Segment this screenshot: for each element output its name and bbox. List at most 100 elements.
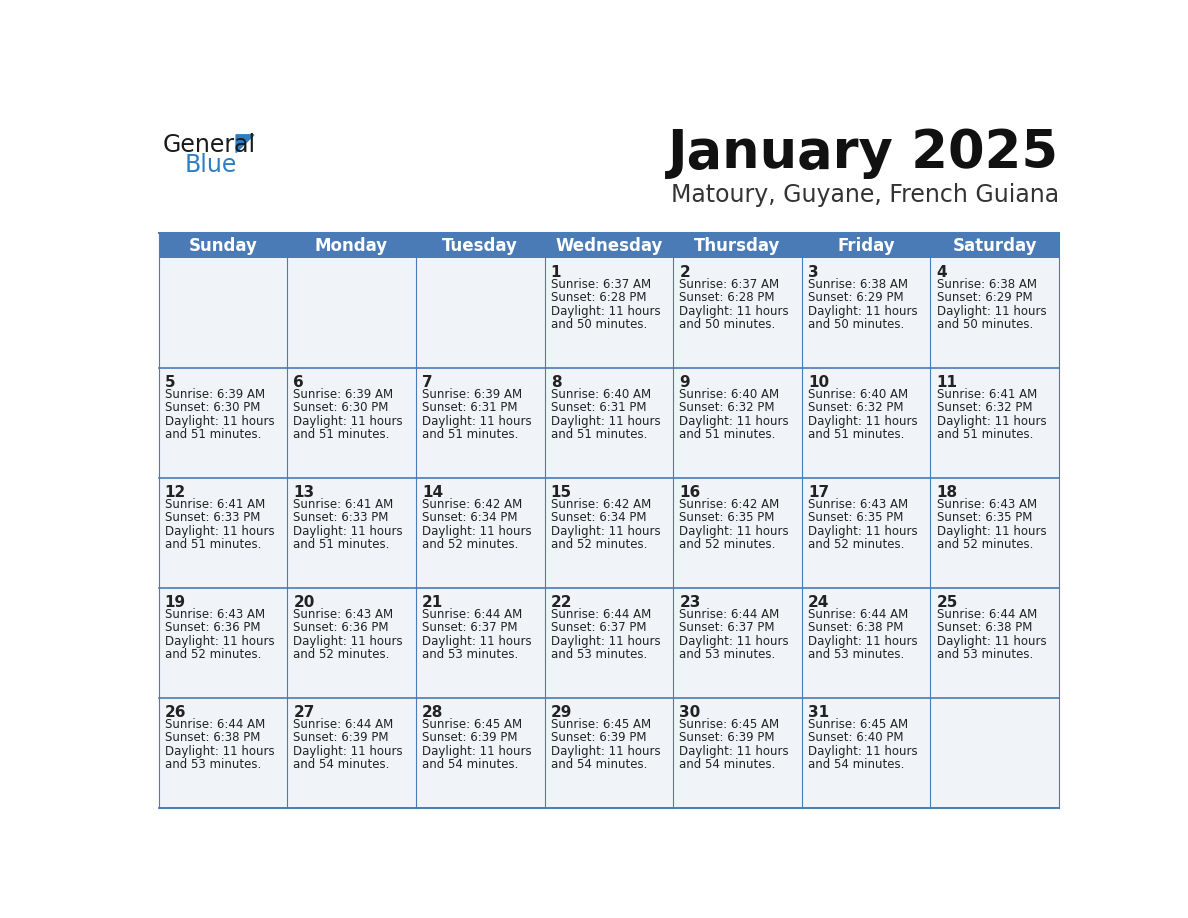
Text: 11: 11 [936,375,958,390]
Text: Daylight: 11 hours: Daylight: 11 hours [551,635,661,648]
Text: Sunset: 6:29 PM: Sunset: 6:29 PM [936,292,1032,305]
Text: 16: 16 [680,485,701,499]
Text: Sunrise: 6:38 AM: Sunrise: 6:38 AM [808,278,908,291]
Text: and 51 minutes.: and 51 minutes. [936,429,1034,442]
Text: Daylight: 11 hours: Daylight: 11 hours [808,744,917,757]
Text: 13: 13 [293,485,315,499]
Text: Daylight: 11 hours: Daylight: 11 hours [293,525,403,538]
Text: Saturday: Saturday [953,237,1037,254]
Text: Daylight: 11 hours: Daylight: 11 hours [551,415,661,428]
Text: 22: 22 [551,595,573,610]
Text: 12: 12 [165,485,187,499]
Text: 15: 15 [551,485,571,499]
Text: and 53 minutes.: and 53 minutes. [936,648,1032,661]
Text: and 52 minutes.: and 52 minutes. [808,538,904,552]
Text: Sunrise: 6:44 AM: Sunrise: 6:44 AM [680,608,779,621]
Text: Sunset: 6:38 PM: Sunset: 6:38 PM [936,621,1032,634]
Text: Sunset: 6:33 PM: Sunset: 6:33 PM [165,511,260,524]
Text: Daylight: 11 hours: Daylight: 11 hours [680,305,789,318]
Text: Sunrise: 6:45 AM: Sunrise: 6:45 AM [551,718,651,731]
Text: Sunset: 6:39 PM: Sunset: 6:39 PM [422,732,518,744]
Text: Sunset: 6:29 PM: Sunset: 6:29 PM [808,292,904,305]
Text: Sunset: 6:39 PM: Sunset: 6:39 PM [551,732,646,744]
Text: and 54 minutes.: and 54 minutes. [422,758,518,771]
Text: Sunset: 6:36 PM: Sunset: 6:36 PM [293,621,388,634]
Text: and 53 minutes.: and 53 minutes. [808,648,904,661]
Text: Daylight: 11 hours: Daylight: 11 hours [165,744,274,757]
Text: and 53 minutes.: and 53 minutes. [165,758,261,771]
Text: and 50 minutes.: and 50 minutes. [936,319,1032,331]
Text: Daylight: 11 hours: Daylight: 11 hours [936,305,1047,318]
Text: Sunrise: 6:44 AM: Sunrise: 6:44 AM [293,718,393,731]
Text: Sunrise: 6:37 AM: Sunrise: 6:37 AM [551,278,651,291]
Text: Sunrise: 6:39 AM: Sunrise: 6:39 AM [422,388,523,401]
Text: Sunrise: 6:44 AM: Sunrise: 6:44 AM [551,608,651,621]
Text: Matoury, Guyane, French Guiana: Matoury, Guyane, French Guiana [671,184,1060,207]
Bar [158,368,1060,478]
Text: 28: 28 [422,705,443,720]
Text: Friday: Friday [838,237,895,254]
Text: Sunset: 6:31 PM: Sunset: 6:31 PM [422,401,518,414]
Text: 7: 7 [422,375,432,390]
Text: Daylight: 11 hours: Daylight: 11 hours [293,635,403,648]
Text: Sunrise: 6:43 AM: Sunrise: 6:43 AM [165,608,265,621]
Text: Daylight: 11 hours: Daylight: 11 hours [293,744,403,757]
Text: Monday: Monday [315,237,388,254]
Text: and 50 minutes.: and 50 minutes. [551,319,647,331]
Text: 17: 17 [808,485,829,499]
Text: and 53 minutes.: and 53 minutes. [551,648,647,661]
Text: and 54 minutes.: and 54 minutes. [551,758,647,771]
Text: 29: 29 [551,705,573,720]
Text: Sunrise: 6:38 AM: Sunrise: 6:38 AM [936,278,1037,291]
Text: Sunrise: 6:40 AM: Sunrise: 6:40 AM [551,388,651,401]
Text: and 52 minutes.: and 52 minutes. [936,538,1034,552]
Text: Blue: Blue [184,153,236,177]
Bar [158,258,1060,368]
Text: Sunset: 6:34 PM: Sunset: 6:34 PM [551,511,646,524]
Text: Sunrise: 6:42 AM: Sunrise: 6:42 AM [422,498,523,511]
Text: Daylight: 11 hours: Daylight: 11 hours [293,415,403,428]
Text: 19: 19 [165,595,185,610]
Text: and 50 minutes.: and 50 minutes. [680,319,776,331]
Text: 3: 3 [808,265,819,280]
Text: Sunrise: 6:45 AM: Sunrise: 6:45 AM [808,718,908,731]
Text: Daylight: 11 hours: Daylight: 11 hours [551,305,661,318]
Text: Daylight: 11 hours: Daylight: 11 hours [551,744,661,757]
Text: Daylight: 11 hours: Daylight: 11 hours [165,635,274,648]
Text: and 52 minutes.: and 52 minutes. [165,648,261,661]
Text: and 52 minutes.: and 52 minutes. [422,538,518,552]
Text: 4: 4 [936,265,947,280]
Text: Sunset: 6:38 PM: Sunset: 6:38 PM [165,732,260,744]
Text: Daylight: 11 hours: Daylight: 11 hours [551,525,661,538]
Bar [158,233,1060,258]
Text: and 51 minutes.: and 51 minutes. [293,429,390,442]
Text: and 54 minutes.: and 54 minutes. [293,758,390,771]
Text: Sunrise: 6:41 AM: Sunrise: 6:41 AM [936,388,1037,401]
Text: Sunset: 6:37 PM: Sunset: 6:37 PM [422,621,518,634]
Text: 24: 24 [808,595,829,610]
Text: Daylight: 11 hours: Daylight: 11 hours [808,635,917,648]
Text: Sunset: 6:30 PM: Sunset: 6:30 PM [293,401,388,414]
Text: 26: 26 [165,705,187,720]
Text: Sunset: 6:38 PM: Sunset: 6:38 PM [808,621,903,634]
Text: Daylight: 11 hours: Daylight: 11 hours [808,305,917,318]
Text: Sunset: 6:28 PM: Sunset: 6:28 PM [551,292,646,305]
Text: Daylight: 11 hours: Daylight: 11 hours [680,525,789,538]
Text: 20: 20 [293,595,315,610]
Bar [158,698,1060,808]
Text: Sunset: 6:35 PM: Sunset: 6:35 PM [936,511,1032,524]
Text: Daylight: 11 hours: Daylight: 11 hours [680,415,789,428]
Text: Sunrise: 6:39 AM: Sunrise: 6:39 AM [165,388,265,401]
Text: and 51 minutes.: and 51 minutes. [165,429,261,442]
Text: Sunrise: 6:41 AM: Sunrise: 6:41 AM [165,498,265,511]
Text: Sunset: 6:32 PM: Sunset: 6:32 PM [936,401,1032,414]
Text: Sunrise: 6:44 AM: Sunrise: 6:44 AM [936,608,1037,621]
Text: and 54 minutes.: and 54 minutes. [808,758,904,771]
Text: Sunset: 6:35 PM: Sunset: 6:35 PM [808,511,903,524]
Text: Sunday: Sunday [189,237,258,254]
Text: Sunrise: 6:37 AM: Sunrise: 6:37 AM [680,278,779,291]
Text: and 51 minutes.: and 51 minutes. [422,429,518,442]
Text: Sunrise: 6:40 AM: Sunrise: 6:40 AM [680,388,779,401]
Text: Daylight: 11 hours: Daylight: 11 hours [422,415,532,428]
Text: 23: 23 [680,595,701,610]
